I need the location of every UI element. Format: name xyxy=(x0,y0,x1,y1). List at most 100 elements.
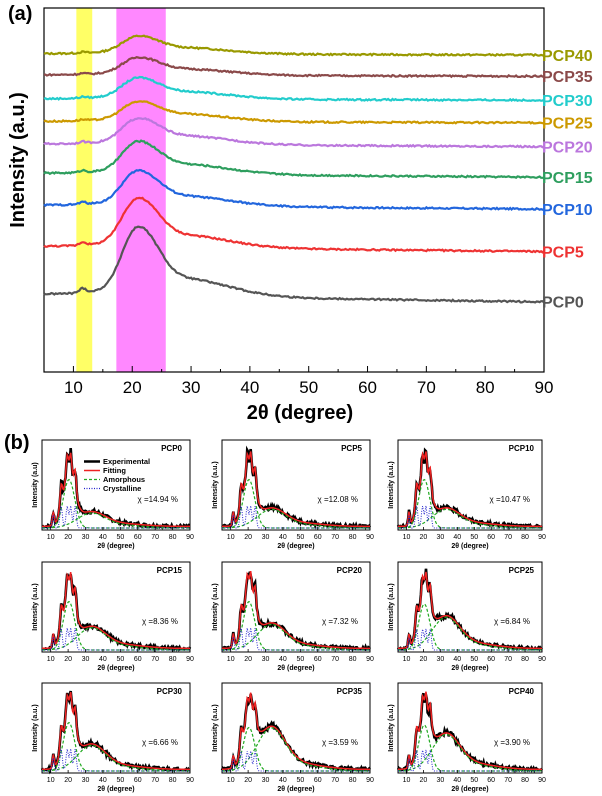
series-line-pcp35 xyxy=(43,56,545,79)
crystalline-line xyxy=(42,748,190,772)
panel-b-subplots: PCP0 χ =14.94 % 10 20 30 40 50 60 70 80 90 2θ (degr… xyxy=(32,439,546,793)
series-label-pcp30: PCP30 xyxy=(542,93,593,110)
series-line-pcp0 xyxy=(43,225,545,304)
x-tick-label: 90 xyxy=(538,656,546,663)
x-tick-label: 10 xyxy=(227,534,235,541)
subplot-pcp15: PCP15 χ =8.36 % 10 20 30 40 50 60 70 80 90 2θ (degr… xyxy=(32,561,194,672)
x-tick-label: 20 xyxy=(64,534,72,541)
x-tick-label: 20 xyxy=(244,777,252,784)
x-tick-label: 60 xyxy=(487,534,495,541)
series-line-pcp10 xyxy=(43,168,545,212)
x-tick-label: 90 xyxy=(535,378,554,397)
y-axis-label: Intensity (a.u.) xyxy=(388,704,395,751)
x-tick-label: 40 xyxy=(99,656,107,663)
x-tick-label: 50 xyxy=(470,777,478,784)
x-tick-label: 80 xyxy=(521,656,529,663)
x-tick-label: 10 xyxy=(403,656,411,663)
x-tick-label: 40 xyxy=(99,534,107,541)
amorphous-line xyxy=(42,627,191,651)
subplot-frame xyxy=(221,561,371,653)
x-axis-label: 2θ (degree) xyxy=(97,665,134,672)
subplot-pcp30: PCP30 χ =6.66 % 10 20 30 40 50 60 70 80 90 2θ (degr… xyxy=(32,682,194,793)
x-tick-label: 30 xyxy=(82,656,90,663)
x-tick-label: 20 xyxy=(420,534,428,541)
crystalline-line xyxy=(42,627,190,651)
x-tick-label: 20 xyxy=(64,656,72,663)
x-tick-label: 90 xyxy=(186,777,194,784)
amorphous-line xyxy=(222,600,370,651)
series-line-pcp25 xyxy=(43,100,544,125)
crystallinity-value: χ =10.47 % xyxy=(490,495,530,504)
series-label-pcp20: PCP20 xyxy=(542,139,593,156)
subplot-pcp35: PCP35 χ =3.59 % 10 20 30 40 50 60 70 80 90 2θ (degr… xyxy=(212,682,374,793)
subplot-title: PCP30 xyxy=(157,687,183,696)
x-tick-label: 20 xyxy=(64,777,72,784)
fitting-line xyxy=(41,572,190,650)
series-line-pcp20 xyxy=(43,117,545,149)
x-tick-label: 30 xyxy=(262,656,270,663)
x-tick-label: 10 xyxy=(403,534,411,541)
x-tick-label: 10 xyxy=(47,777,55,784)
subplot-frame xyxy=(221,682,371,774)
x-tick-label: 10 xyxy=(64,378,83,397)
x-tick-label: 70 xyxy=(331,777,339,784)
amorphous-line xyxy=(398,616,542,651)
x-tick-label: 30 xyxy=(182,378,201,397)
x-tick-label: 20 xyxy=(244,534,252,541)
fitting-line xyxy=(398,450,542,528)
x-tick-label: 70 xyxy=(331,534,339,541)
crystalline-line xyxy=(222,505,370,529)
x-tick-label: 50 xyxy=(296,777,304,784)
crystallinity-value: χ =3.59 % xyxy=(322,738,358,747)
x-axis-ticks: 10 20 30 40 50 60 70 80 90 xyxy=(43,366,554,397)
subplot-title: PCP35 xyxy=(337,687,363,696)
subplot-pcp20: PCP20 χ =7.32 % 10 20 30 40 50 60 70 80 90 2θ (degr… xyxy=(212,561,374,672)
crystallinity-value: χ =6.84 % xyxy=(494,617,530,626)
panel-a-frame xyxy=(43,7,545,373)
amorphous-line xyxy=(398,733,542,772)
x-tick-label: 30 xyxy=(436,534,444,541)
x-tick-label: 60 xyxy=(134,777,142,784)
series-line-pcp5 xyxy=(43,196,545,254)
x-tick-label: 80 xyxy=(169,656,177,663)
series-line-pcp40 xyxy=(43,34,545,58)
x-tick-label: 90 xyxy=(186,656,194,663)
crystalline-line xyxy=(222,627,370,651)
x-tick-label: 20 xyxy=(420,777,428,784)
amorphous-line xyxy=(222,478,370,529)
amorphous-line xyxy=(398,603,542,651)
x-axis-label: 2θ (degree) xyxy=(451,786,488,793)
x-tick-label: 50 xyxy=(296,534,304,541)
amorphous-line xyxy=(222,623,371,651)
x-tick-label: 40 xyxy=(453,534,461,541)
y-axis-label: Intensity (a.u.) xyxy=(212,704,219,751)
x-tick-label: 80 xyxy=(169,534,177,541)
subplot-frame xyxy=(397,439,543,531)
band-magenta xyxy=(116,8,166,372)
subplot-frame xyxy=(397,682,543,774)
x-tick-label: 90 xyxy=(186,534,194,541)
x-tick-label: 70 xyxy=(504,777,512,784)
amorphous-line xyxy=(398,724,542,772)
band-yellow xyxy=(76,8,93,372)
subplot-title: PCP0 xyxy=(161,444,182,453)
x-tick-label: 30 xyxy=(262,534,270,541)
crystalline-line xyxy=(222,750,370,772)
subplot-frame xyxy=(41,682,191,774)
x-tick-label: 70 xyxy=(151,656,159,663)
legend-label-fitting: Fitting xyxy=(103,466,126,475)
subplot-frame xyxy=(397,561,543,653)
subplot-pcp5: PCP5 χ =12.08 % 10 20 30 40 50 60 70 80 90 2θ (degr… xyxy=(212,439,374,550)
crystallinity-value: χ =6.66 % xyxy=(142,738,178,747)
series-label-pcp10: PCP10 xyxy=(542,202,593,219)
legend-label-amorphous: Amorphous xyxy=(103,475,145,484)
amorphous-line xyxy=(398,478,542,529)
x-axis-label: 2θ (degree) xyxy=(451,665,488,672)
x-tick-label: 70 xyxy=(151,534,159,541)
y-axis-label: Intensity (a.u.) xyxy=(212,583,219,630)
subplot-title: PCP5 xyxy=(341,444,362,453)
x-tick-label: 70 xyxy=(331,656,339,663)
xrd-series: PCP40 PCP35 PCP30 PCP25 PCP20 PCP15 PCP10 PCP5 P… xyxy=(43,34,593,312)
y-axis-label: Intensity (a.u.) xyxy=(212,461,219,508)
